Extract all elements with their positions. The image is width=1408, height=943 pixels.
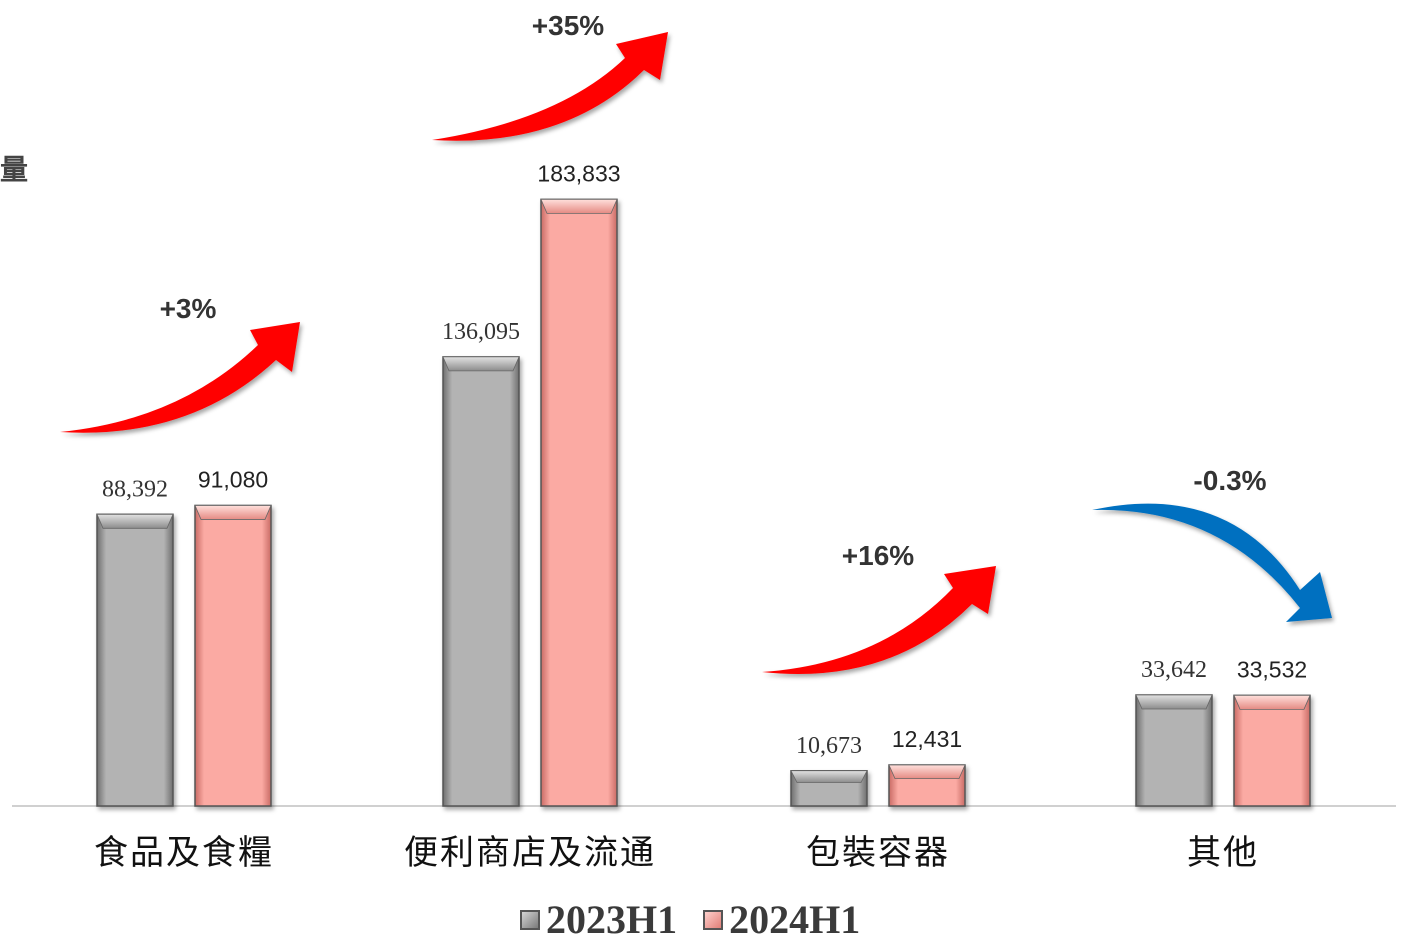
bar-2023h1-other — [1135, 694, 1213, 807]
category-label-other: 其他 — [1187, 833, 1259, 873]
value-label-2024h1-food: 91,080 — [198, 466, 268, 492]
legend: 2023H1 2024H1 — [520, 896, 886, 943]
growth-up-arrow-packaging — [762, 566, 996, 675]
legend-swatch-2024h1 — [703, 909, 724, 930]
category-label-convenience: 便利商店及流通 — [404, 833, 656, 873]
bar-2024h1-food — [194, 504, 272, 807]
category-label-food: 食品及食糧 — [94, 833, 274, 873]
value-label-2024h1-convenience: 183,833 — [537, 160, 620, 186]
growth-label-other: -0.3% — [1193, 465, 1266, 496]
growth-up-arrow-convenience — [432, 32, 668, 141]
bar-2024h1-packaging — [888, 764, 966, 807]
value-label-2024h1-packaging: 12,431 — [892, 726, 962, 752]
bar-2023h1-convenience — [442, 356, 520, 807]
bar-2023h1-packaging — [790, 770, 868, 807]
legend-label-2023h1: 2023H1 — [546, 897, 678, 942]
clipped-axis-label: 量 — [0, 153, 29, 186]
category-label-packaging: 包裝容器 — [806, 833, 950, 873]
growth-up-arrow-food — [60, 322, 300, 433]
bar-2024h1-other — [1233, 694, 1311, 807]
growth-label-food: +3% — [160, 293, 217, 324]
value-label-2023h1-packaging: 10,673 — [796, 733, 862, 759]
value-label-2024h1-other: 33,532 — [1237, 656, 1307, 682]
value-label-2023h1-convenience: 136,095 — [442, 319, 520, 345]
bar-2024h1-convenience — [540, 198, 618, 807]
growth-label-convenience: +35% — [532, 10, 604, 41]
legend-item-2024h1: 2024H1 — [703, 896, 860, 943]
bar-2023h1-food — [96, 513, 174, 807]
legend-label-2024h1: 2024H1 — [729, 897, 861, 942]
value-label-2023h1-other: 33,642 — [1141, 657, 1207, 683]
growth-label-packaging: +16% — [842, 540, 914, 571]
legend-swatch-2023h1 — [520, 909, 540, 930]
legend-item-2023h1: 2023H1 — [520, 896, 677, 943]
value-label-2023h1-food: 88,392 — [102, 476, 168, 502]
growth-down-arrow-other — [1092, 503, 1332, 622]
